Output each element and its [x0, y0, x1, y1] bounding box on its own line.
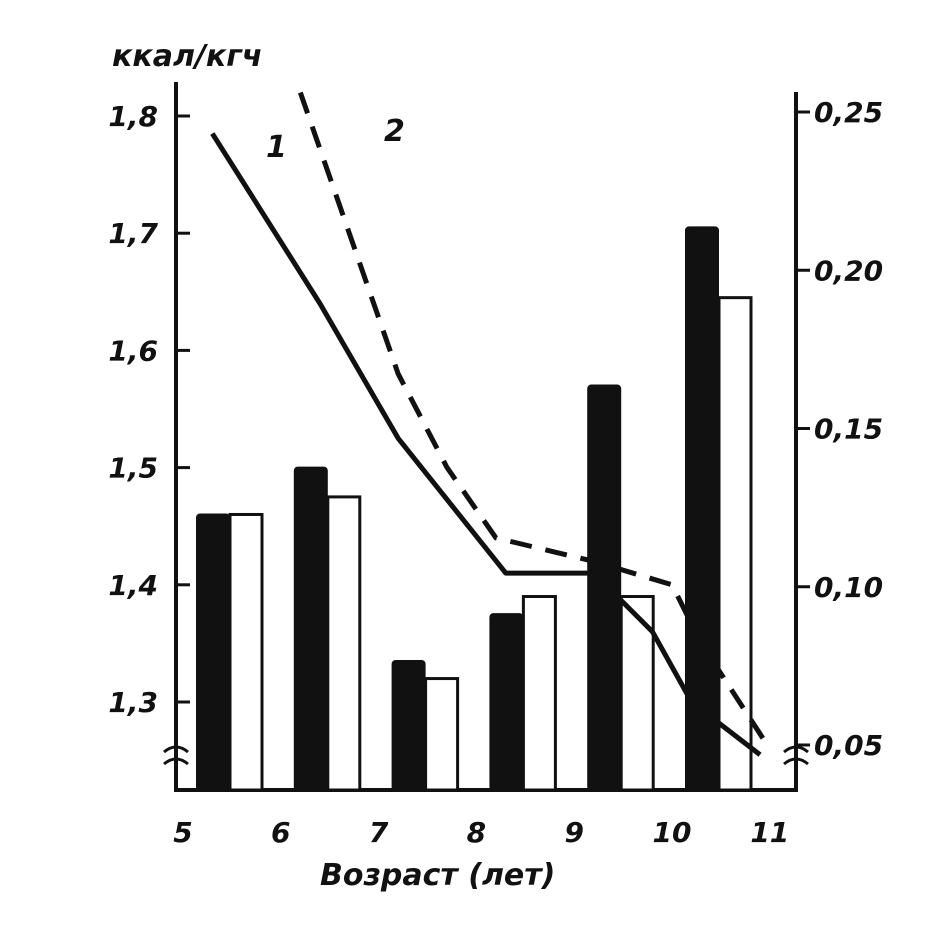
bar-light [619, 595, 655, 792]
left-tick-label: 1,4 [108, 569, 158, 602]
left-tick-label: 1,8 [108, 100, 158, 133]
y-axis-title: ккал/кгч [112, 39, 263, 74]
curve-1-label: 1 [266, 130, 287, 165]
bar-light [326, 495, 362, 792]
left-tick-label: 1,7 [108, 217, 158, 250]
x-tick-label: 7 [369, 816, 389, 849]
bar-light [521, 595, 557, 792]
bar-light [228, 512, 264, 792]
x-tick-label: 11 [750, 816, 789, 849]
curves [210, 91, 772, 757]
left-tick-label: 1,5 [108, 452, 158, 485]
x-tick-label: 9 [564, 816, 583, 849]
bar-dark [587, 384, 622, 791]
right-tick-label: 0,25 [814, 96, 883, 129]
x-axis-ticks: 5 6 7 8 9 10 11 [173, 816, 789, 849]
left-axis-ticks: 1,3 1,4 1,5 1,6 1,7 1,8 [108, 100, 190, 719]
right-axis-break [783, 745, 809, 766]
bar-dark [489, 613, 524, 791]
x-tick-label: 8 [467, 816, 486, 849]
x-tick-label: 10 [653, 816, 692, 849]
left-tick-label: 1,3 [108, 686, 158, 719]
curve-2-label: 2 [384, 114, 405, 149]
bar-dark [685, 226, 719, 791]
right-tick-label: 0,10 [814, 571, 883, 604]
right-tick-label: 0,20 [814, 254, 883, 287]
bar-dark [196, 513, 230, 791]
right-axis-ticks: 0,05 0,10 0,15 0,20 0,25 [796, 96, 883, 762]
left-axis-break [163, 745, 189, 766]
left-tick-label: 1,6 [108, 334, 158, 367]
bar-dark [391, 659, 426, 791]
bar-dark [293, 466, 328, 791]
curve-2-line [297, 91, 772, 751]
bars [196, 226, 753, 792]
bar-light [717, 296, 753, 792]
bar-light [424, 677, 460, 792]
x-axis-title: Возраст (лет) [320, 858, 555, 893]
x-tick-label: 6 [271, 816, 290, 849]
right-tick-label: 0,05 [814, 729, 883, 762]
right-tick-label: 0,15 [814, 413, 883, 446]
curve-1-line [210, 132, 762, 757]
x-tick-label: 5 [173, 816, 192, 849]
